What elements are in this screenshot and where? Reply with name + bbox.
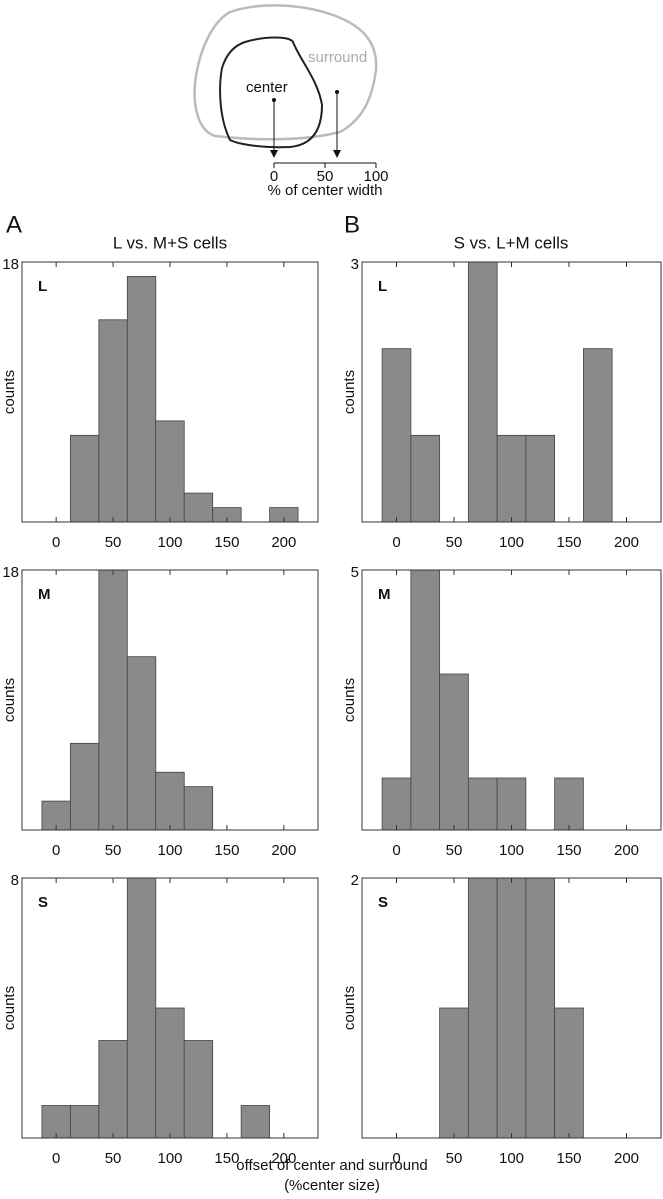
diagram-axis-label: % of center width: [267, 182, 382, 199]
bar: [554, 1007, 584, 1139]
x-tick-label: 0: [52, 842, 60, 859]
x-tick-label: 0: [392, 534, 400, 551]
y-tick-label: 5: [351, 564, 359, 581]
y-tick-label: 18: [2, 564, 19, 581]
panel-letter: A: [6, 211, 22, 238]
series-label: L: [38, 278, 47, 295]
x-tick-label: 150: [214, 534, 239, 551]
y-tick-label: 3: [351, 256, 359, 273]
series-label: M: [378, 586, 391, 603]
bar: [183, 492, 214, 523]
bar: [467, 261, 498, 523]
x-tick-label: 50: [446, 1150, 463, 1167]
bar: [69, 434, 100, 523]
x-tick-label: 200: [271, 842, 296, 859]
bar: [126, 276, 157, 523]
bar: [98, 1040, 128, 1139]
arrow-head: [270, 150, 278, 158]
center-label: center: [246, 79, 288, 96]
bar: [525, 877, 556, 1139]
x-tick-label: 100: [157, 534, 182, 551]
x-tick-label: 0: [52, 1150, 60, 1167]
x-tick-label: 100: [157, 842, 182, 859]
panel-title: S vs. L+M cells: [454, 233, 569, 252]
x-axis-label: (%center size): [284, 1177, 380, 1194]
arrow-head: [333, 150, 341, 158]
y-axis-label: counts: [1, 986, 18, 1030]
bar: [410, 434, 441, 523]
bar: [69, 1105, 100, 1139]
x-tick-label: 100: [499, 534, 524, 551]
bar: [155, 420, 185, 523]
x-tick-label: 50: [105, 534, 122, 551]
y-axis-label: counts: [341, 370, 358, 414]
surround-label: surround: [308, 49, 367, 66]
x-tick-label: 100: [499, 1150, 524, 1167]
series-label: S: [378, 894, 388, 911]
bar: [240, 1105, 271, 1139]
x-tick-label: 100: [499, 842, 524, 859]
y-axis-label: counts: [1, 370, 18, 414]
x-tick-label: 150: [214, 842, 239, 859]
x-tick-label: 50: [105, 1150, 122, 1167]
bar: [410, 569, 441, 831]
panel-letter: B: [344, 211, 360, 238]
y-axis-label: counts: [341, 986, 358, 1030]
x-tick-label: 0: [392, 1150, 400, 1167]
diagram-tick-label: 50: [317, 168, 334, 185]
series-label: L: [378, 278, 387, 295]
x-tick-label: 200: [614, 534, 639, 551]
y-tick-label: 2: [351, 872, 359, 889]
bar: [439, 1007, 469, 1139]
x-tick-label: 50: [105, 842, 122, 859]
x-tick-label: 150: [214, 1150, 239, 1167]
bar: [183, 786, 214, 831]
bar: [98, 569, 128, 831]
bar: [69, 742, 100, 831]
bar: [582, 348, 613, 523]
bar: [155, 771, 185, 831]
bar: [126, 656, 157, 831]
series-label: M: [38, 586, 51, 603]
diagram-tick-label: 100: [363, 168, 388, 185]
bar: [467, 777, 498, 831]
bar: [496, 877, 527, 1139]
x-tick-label: 200: [271, 1150, 296, 1167]
x-tick-label: 200: [614, 1150, 639, 1167]
x-tick-label: 150: [556, 534, 581, 551]
center-outline: [219, 36, 324, 149]
bar: [155, 1007, 185, 1139]
x-axis-label: offset of center and surround: [236, 1157, 428, 1174]
x-tick-label: 50: [446, 842, 463, 859]
panel-title: L vs. M+S cells: [113, 233, 227, 252]
y-axis-label: counts: [341, 678, 358, 722]
x-tick-label: 150: [556, 842, 581, 859]
bar: [183, 1040, 214, 1139]
bar: [554, 777, 584, 831]
x-tick-label: 100: [157, 1150, 182, 1167]
y-tick-label: 18: [2, 256, 19, 273]
bar: [439, 673, 469, 831]
bar: [381, 348, 412, 523]
diagram: surround center % of center width: [193, 4, 383, 199]
x-tick-label: 0: [52, 534, 60, 551]
surround-outline: [193, 4, 378, 141]
x-tick-label: 150: [556, 1150, 581, 1167]
bar: [381, 777, 412, 831]
x-tick-label: 200: [614, 842, 639, 859]
x-tick-label: 50: [446, 534, 463, 551]
bar: [467, 877, 498, 1139]
diagram-tick-label: 0: [270, 168, 278, 185]
bar: [496, 434, 527, 523]
y-tick-label: 8: [11, 872, 19, 889]
y-axis-label: counts: [1, 678, 18, 722]
x-tick-label: 0: [392, 842, 400, 859]
bar: [98, 319, 128, 523]
x-tick-label: 200: [271, 534, 296, 551]
bar: [496, 777, 527, 831]
series-label: S: [38, 894, 48, 911]
bar: [126, 877, 157, 1139]
bar: [525, 434, 556, 523]
